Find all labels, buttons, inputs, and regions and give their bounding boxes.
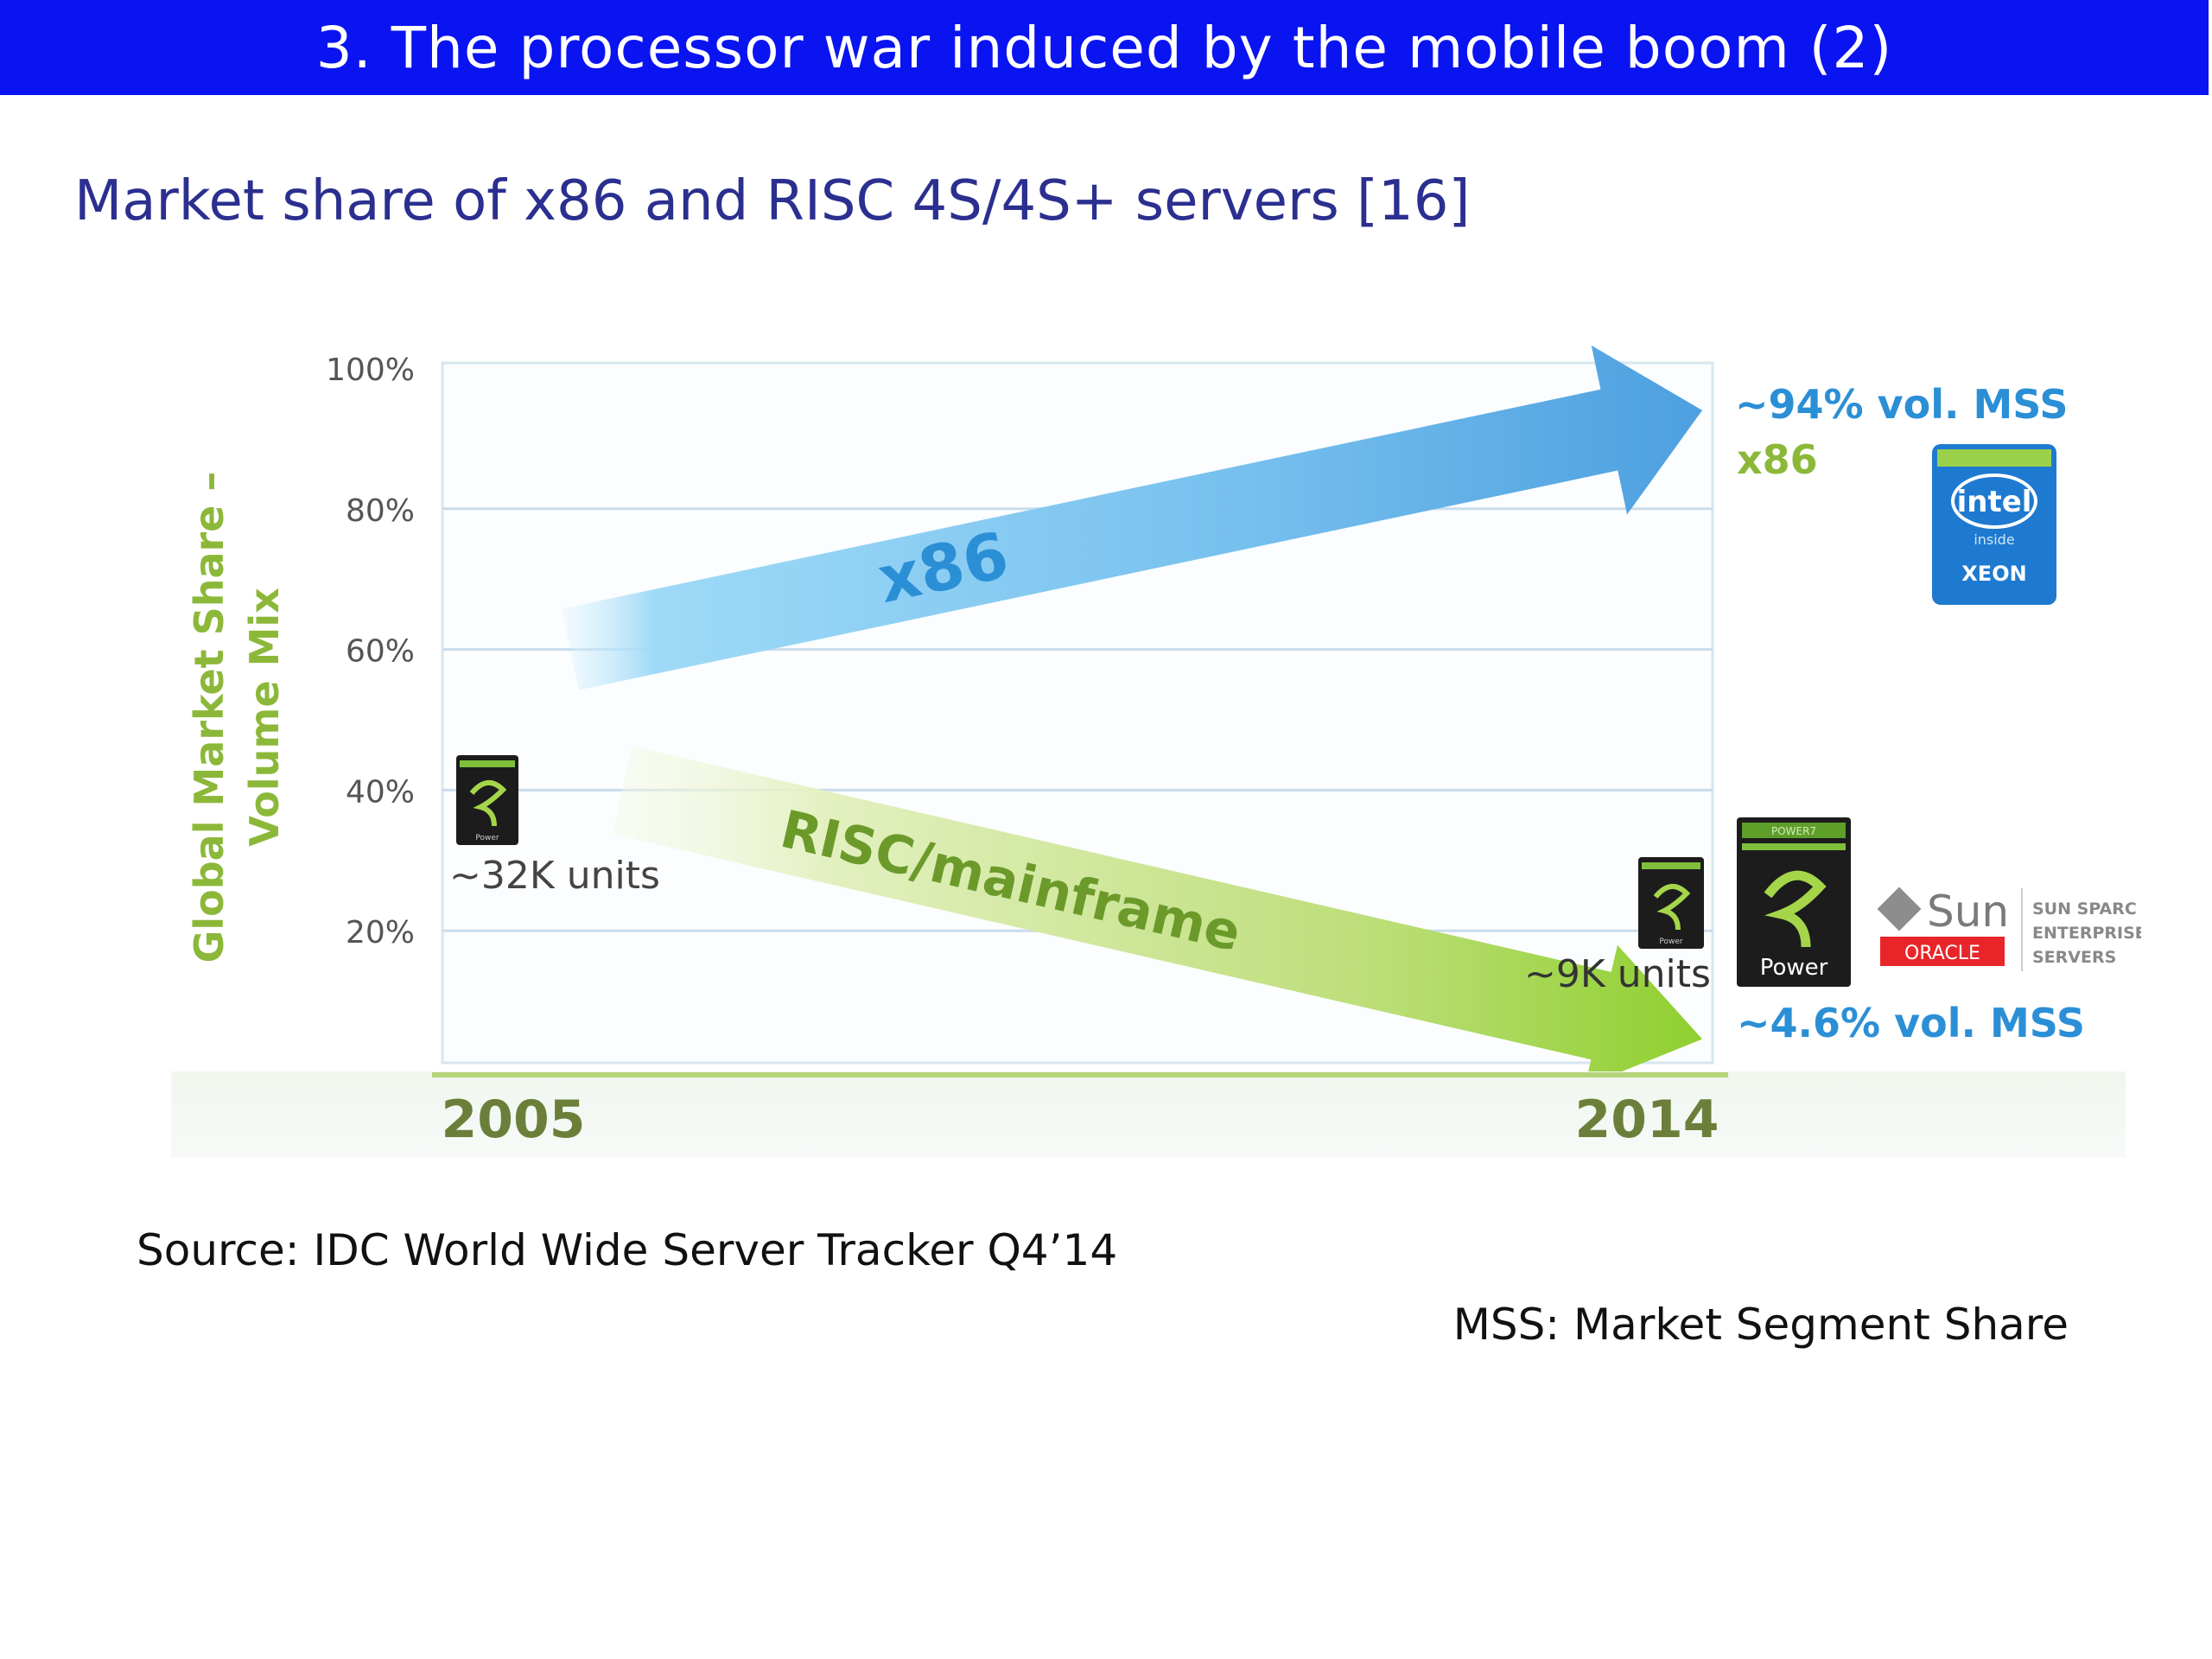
power-logo-2014-small-icon: Power: [1638, 857, 1704, 949]
y-tick-label: 40%: [346, 774, 415, 810]
intel-xeon-logo-icon: intel inside XEON: [1932, 444, 2056, 605]
intel-logo-text: intel: [1957, 485, 2032, 519]
power7-logo-text: Power: [1760, 955, 1828, 981]
x-tick-label: 2014: [1575, 1090, 1719, 1150]
y-axis-label-line1: Global Market Share –: [186, 472, 232, 963]
risc-start-units-label: ~32K units: [449, 854, 660, 898]
source-note: Source: IDC World Wide Server Tracker Q4…: [137, 1225, 1118, 1275]
y-tick-label: 60%: [346, 634, 415, 670]
sun-logo-clip: [2141, 873, 2212, 976]
power-logo-2005-icon: Power: [456, 755, 518, 845]
slide-title-bar: 3. The processor war induced by the mobi…: [0, 0, 2209, 95]
y-axis-label-line2: Volume Mix: [241, 588, 288, 847]
oracle-logo-text: ORACLE: [1904, 943, 1980, 964]
year-band: [171, 1071, 2126, 1158]
power-logo-2014-small-text: Power: [1659, 938, 1683, 946]
x-axis-ticks: 2005 2014: [442, 1090, 1719, 1150]
y-axis-ticks: 100% 80% 60% 40% 20%: [326, 353, 415, 950]
series-arrow-x86: [562, 345, 1703, 690]
risc-end-units-label: ~9K units: [1524, 952, 1711, 996]
intel-inside-text: inside: [1974, 531, 2014, 548]
power-logo-2005-text: Power: [475, 834, 499, 842]
sparc-text-line3: SERVERS: [2032, 948, 2116, 967]
mss-definition-note: MSS: Market Segment Share: [1452, 1300, 2069, 1350]
xeon-text: XEON: [1961, 562, 2026, 586]
power7-logo-icon: POWER7 Power: [1737, 817, 1851, 987]
sun-logo-text: Sun: [1927, 887, 2009, 937]
x-tick-label: 2005: [442, 1090, 586, 1150]
sparc-text-line1: SUN SPARC: [2032, 899, 2137, 918]
y-tick-label: 80%: [346, 493, 415, 529]
series-arrow-risc: [612, 746, 1702, 1087]
slide-subtitle: Market share of x86 and RISC 4S/4S+ serv…: [74, 169, 1471, 233]
power7-logo-top-text: POWER7: [1771, 825, 1816, 837]
x86-end-label: x86: [1737, 436, 1818, 483]
y-tick-label: 100%: [326, 353, 415, 388]
sparc-text-line2: ENTERPRISE: [2032, 924, 2146, 943]
risc-share-annotation: ~4.6% vol. MSS: [1737, 1000, 2085, 1046]
y-tick-label: 20%: [346, 915, 415, 950]
slide-title: 3. The processor war induced by the mobi…: [315, 14, 1893, 81]
x86-share-annotation: ~94% vol. MSS: [1735, 381, 2068, 428]
sun-oracle-logo-icon: Sun ORACLE SUN SPARC ENTERPRISE SERVERS: [1877, 887, 2146, 971]
